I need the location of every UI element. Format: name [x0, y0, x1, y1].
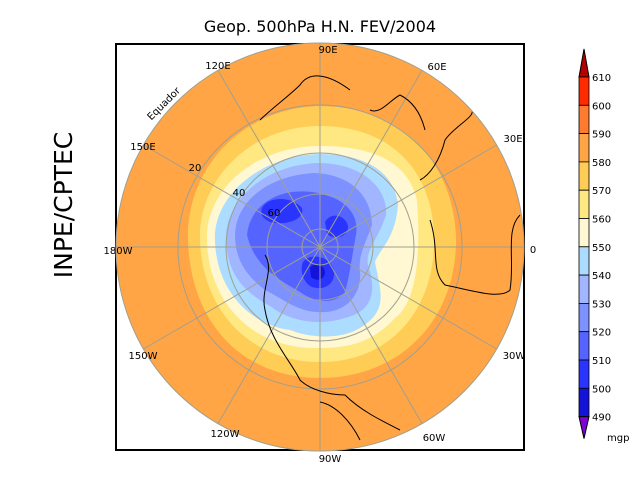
colorbar-band-520-530	[578, 302, 590, 333]
colorbar-tick-label: 580	[592, 158, 611, 169]
label-150e: 150E	[130, 142, 155, 153]
meridian-line	[319, 70, 423, 248]
colorbar-band-560-570	[578, 189, 590, 219]
colorbar-band-500-510	[578, 359, 590, 389]
colorbar-unit: mgp	[607, 433, 629, 444]
label-90e: 90E	[318, 45, 337, 56]
band-500-a	[261, 199, 303, 224]
colorbar-tick-label: 590	[592, 130, 611, 141]
colorbar-band-510-520	[578, 331, 590, 361]
label-120w: 120W	[211, 429, 240, 440]
label-180w: 180W	[104, 246, 133, 257]
colorbar-band-550-560	[578, 218, 590, 248]
colorbar-band-570-580	[578, 161, 590, 191]
colorbar-tick-label: 530	[592, 299, 611, 310]
meridian-line	[319, 246, 497, 350]
colorbar-tick-label: 610	[592, 73, 611, 84]
label-90w: 90W	[319, 454, 342, 465]
label-30e: 30E	[503, 134, 522, 145]
meridian-line	[143, 246, 321, 350]
colorbar-band-490-500	[578, 387, 590, 417]
colorbar-band-580-590	[578, 133, 590, 163]
meridian-line	[143, 144, 321, 248]
label-lat-40: 40	[233, 188, 246, 199]
label-150w: 150W	[129, 351, 158, 362]
colorbar-tick-label: 550	[592, 243, 611, 254]
colorbar-upper-arrow	[578, 48, 590, 78]
label-60e: 60E	[427, 62, 446, 73]
label-60w: 60W	[423, 433, 446, 444]
colorbar-lower-arrow	[578, 416, 590, 439]
colorbar-tick-label: 540	[592, 271, 611, 282]
label-30w: 30W	[503, 351, 526, 362]
meridian-line	[319, 144, 497, 248]
colorbar-tick-label: 570	[592, 186, 611, 197]
label-lat-20: 20	[189, 163, 202, 174]
meridian-line	[217, 246, 321, 424]
colorbar-tick-label: 560	[592, 215, 611, 226]
meridian-line	[319, 246, 423, 424]
colorbar-band-530-540	[578, 274, 590, 304]
colorbar-band-590-600	[578, 104, 590, 135]
band-500-b	[325, 215, 348, 238]
coastlines	[259, 75, 521, 441]
label-lat-60: 60	[268, 208, 281, 219]
equator-circle	[115, 42, 525, 452]
institution-label: INPE/CPTEC	[49, 132, 78, 278]
meridian-line	[217, 70, 321, 248]
colorbar-tick-label: 600	[592, 101, 611, 112]
colorbar-band-540-550	[578, 246, 590, 276]
band-490	[310, 264, 325, 280]
colorbar-tick-label: 490	[592, 413, 611, 424]
colorbar-tick-label: 510	[592, 356, 611, 367]
label-120e: 120E	[205, 61, 230, 72]
meridian-labels: 90E 60E 30E 0 30W 60W 90W 120W 150W 180W…	[104, 45, 537, 465]
map-title: Geop. 500hPa H.N. FEV/2004	[204, 17, 436, 36]
graticule	[116, 43, 524, 451]
label-0: 0	[530, 245, 536, 256]
colorbar: 610 600 590 580 570 560 550 540 530 520 510 500 490 m…	[578, 48, 629, 444]
colorbar-tick-label: 520	[592, 328, 611, 339]
colorbar-band-600-610	[578, 76, 590, 106]
colorbar-tick-label: 500	[592, 384, 611, 395]
